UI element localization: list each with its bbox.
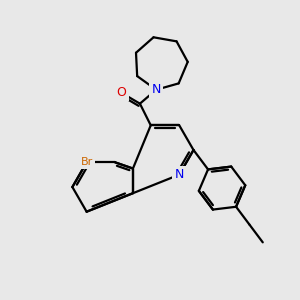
Text: Br: Br bbox=[80, 157, 93, 167]
Text: N: N bbox=[152, 83, 161, 96]
Text: N: N bbox=[175, 168, 184, 181]
Text: O: O bbox=[117, 86, 126, 99]
